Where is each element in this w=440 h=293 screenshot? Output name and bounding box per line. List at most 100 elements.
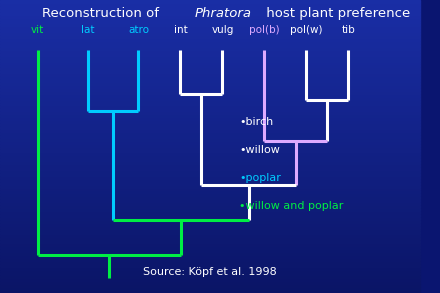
Bar	[0, 79, 420, 82]
Bar	[0, 281, 420, 284]
Bar	[0, 117, 420, 120]
Bar	[0, 123, 420, 126]
Text: •poplar: •poplar	[239, 173, 281, 183]
Bar	[0, 290, 420, 293]
Bar	[0, 105, 420, 108]
Bar	[0, 144, 420, 146]
Bar	[0, 38, 420, 41]
Text: Phratora: Phratora	[195, 7, 252, 20]
Bar	[0, 26, 420, 29]
Text: •willow: •willow	[239, 145, 280, 155]
Bar	[0, 158, 420, 161]
Bar	[0, 272, 420, 275]
Bar	[0, 94, 420, 97]
Text: host plant preference: host plant preference	[262, 7, 411, 20]
Bar	[0, 202, 420, 205]
Bar	[0, 73, 420, 76]
Text: •willow and poplar: •willow and poplar	[239, 201, 344, 211]
Bar	[0, 15, 420, 18]
Bar	[0, 0, 420, 3]
Bar	[0, 47, 420, 50]
Bar	[0, 188, 420, 190]
Bar	[0, 18, 420, 21]
Bar	[0, 190, 420, 193]
Bar	[0, 135, 420, 138]
Bar	[0, 9, 420, 12]
Bar	[0, 287, 420, 290]
Text: Source: Köpf et al. 1998: Source: Köpf et al. 1998	[143, 267, 277, 277]
Text: lat: lat	[81, 25, 95, 35]
Bar	[0, 88, 420, 91]
Bar	[0, 97, 420, 100]
Bar	[0, 182, 420, 185]
Bar	[0, 167, 420, 170]
Bar	[0, 226, 420, 229]
Bar	[0, 152, 420, 155]
Bar	[0, 85, 420, 88]
Bar	[0, 3, 420, 6]
Bar	[0, 231, 420, 234]
Bar	[0, 100, 420, 103]
Bar	[0, 205, 420, 208]
Bar	[0, 161, 420, 164]
Bar	[0, 103, 420, 105]
Bar	[0, 12, 420, 15]
Bar	[0, 199, 420, 202]
Bar	[0, 138, 420, 141]
Bar	[0, 129, 420, 132]
Bar	[0, 114, 420, 117]
Bar	[0, 278, 420, 281]
Bar	[0, 176, 420, 179]
Bar	[0, 243, 420, 246]
Bar	[0, 179, 420, 182]
Bar	[0, 50, 420, 53]
Text: int: int	[173, 25, 187, 35]
Bar	[0, 76, 420, 79]
Bar	[0, 59, 420, 62]
Text: •birch: •birch	[239, 117, 273, 127]
Bar	[0, 82, 420, 85]
Bar	[0, 237, 420, 240]
Bar	[0, 252, 420, 255]
Bar	[0, 23, 420, 26]
Bar	[0, 91, 420, 94]
Text: pol(b): pol(b)	[249, 25, 280, 35]
Text: vit: vit	[31, 25, 44, 35]
Bar	[0, 35, 420, 38]
Text: atro: atro	[128, 25, 149, 35]
Bar	[0, 264, 420, 267]
Bar	[0, 196, 420, 199]
Bar	[0, 185, 420, 188]
Bar	[0, 217, 420, 220]
Bar	[0, 164, 420, 167]
Bar	[0, 53, 420, 56]
Bar	[0, 108, 420, 111]
Bar	[0, 246, 420, 249]
Bar	[0, 275, 420, 278]
Bar	[0, 173, 420, 176]
Bar	[0, 284, 420, 287]
Bar	[0, 223, 420, 226]
Bar	[0, 229, 420, 231]
Bar	[0, 126, 420, 129]
Bar	[0, 270, 420, 272]
Bar	[0, 255, 420, 258]
Text: Reconstruction of: Reconstruction of	[42, 7, 163, 20]
Bar	[0, 21, 420, 23]
Bar	[0, 70, 420, 73]
Bar	[0, 64, 420, 67]
Bar	[0, 214, 420, 217]
Bar	[0, 149, 420, 152]
Bar	[0, 32, 420, 35]
Bar	[0, 146, 420, 149]
Bar	[0, 6, 420, 9]
Bar	[0, 249, 420, 252]
Text: tib: tib	[341, 25, 355, 35]
Bar	[0, 155, 420, 158]
Bar	[0, 234, 420, 237]
Bar	[0, 193, 420, 196]
Text: pol(w): pol(w)	[290, 25, 323, 35]
Bar	[0, 56, 420, 59]
Bar	[0, 41, 420, 44]
Bar	[0, 111, 420, 114]
